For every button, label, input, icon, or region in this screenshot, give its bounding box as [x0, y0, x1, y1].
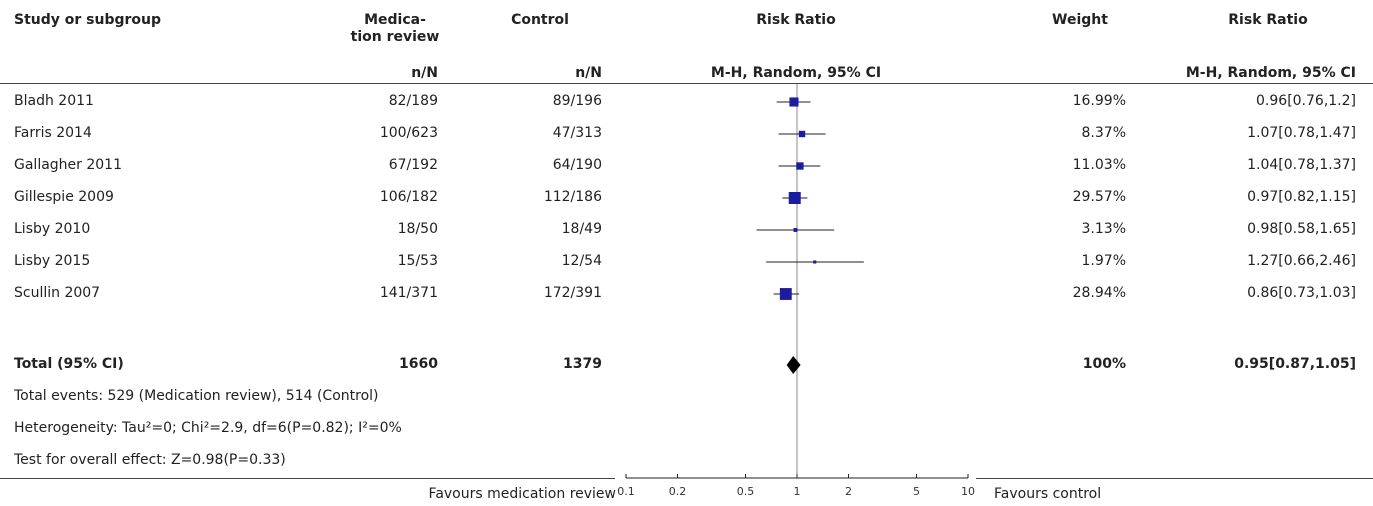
footer-rule-right — [976, 478, 1373, 479]
footnote-total-events: Total events: 529 (Medication review), 5… — [14, 388, 379, 404]
study-ctrl: 172/391 — [543, 285, 602, 301]
study-rr: 0.98[0.58,1.65] — [1247, 221, 1356, 237]
x-tick-label: 5 — [913, 485, 920, 498]
study-weight: 16.99% — [1072, 93, 1126, 109]
total-exp: 1660 — [399, 356, 438, 372]
study-exp: 82/189 — [388, 93, 438, 109]
header-medication-review: Medica- tion review — [350, 12, 440, 45]
x-tick-label: 0.5 — [737, 485, 755, 498]
study-weight: 28.94% — [1072, 285, 1126, 301]
study-rr: 0.86[0.73,1.03] — [1247, 285, 1356, 301]
study-marker — [813, 260, 817, 264]
study-weight: 8.37% — [1081, 125, 1126, 141]
study-exp: 15/53 — [397, 253, 438, 269]
study-exp: 100/623 — [379, 125, 438, 141]
header-control: Control — [511, 12, 569, 28]
study-name: Farris 2014 — [14, 125, 92, 141]
subheader-plot-method: M-H, Random, 95% CI — [710, 65, 882, 81]
subheader-rr-method: M-H, Random, 95% CI — [1185, 65, 1356, 81]
study-marker — [779, 288, 792, 300]
header-rule — [0, 83, 1373, 84]
study-ctrl: 64/190 — [552, 157, 602, 173]
study-marker — [788, 192, 801, 204]
study-rr: 1.27[0.66,2.46] — [1247, 253, 1356, 269]
x-tick-label: 0.2 — [669, 485, 687, 498]
study-exp: 106/182 — [379, 189, 438, 205]
study-rr: 1.07[0.78,1.47] — [1247, 125, 1356, 141]
study-rr: 0.96[0.76,1.2] — [1256, 93, 1356, 109]
study-name: Scullin 2007 — [14, 285, 101, 301]
study-ctrl: 112/186 — [543, 189, 602, 205]
total-weight: 100% — [1082, 356, 1126, 372]
subheader-exp-nN: n/N — [411, 65, 438, 81]
total-label: Total (95% CI) — [14, 356, 124, 372]
study-rr: 0.97[0.82,1.15] — [1247, 189, 1356, 205]
footnote-heterogeneity: Heterogeneity: Tau²=0; Chi²=2.9, df=6(P=… — [14, 420, 402, 436]
study-weight: 11.03% — [1072, 157, 1126, 173]
study-marker — [793, 228, 798, 232]
study-exp: 18/50 — [397, 221, 438, 237]
pooled-diamond — [786, 356, 801, 374]
study-weight: 1.97% — [1081, 253, 1126, 269]
study-name: Lisby 2010 — [14, 221, 91, 237]
total-ctrl: 1379 — [563, 356, 602, 372]
study-rr: 1.04[0.78,1.37] — [1247, 157, 1356, 173]
x-tick-label: 1 — [794, 485, 801, 498]
study-ctrl: 89/196 — [552, 93, 602, 109]
study-name: Gillespie 2009 — [14, 189, 114, 205]
total-rr: 0.95[0.87,1.05] — [1234, 356, 1356, 372]
study-weight: 3.13% — [1081, 221, 1126, 237]
header-risk-ratio-text: Risk Ratio — [1228, 12, 1308, 28]
study-name: Bladh 2011 — [14, 93, 94, 109]
favours-right-label: Favours control — [994, 486, 1102, 502]
study-ctrl: 47/313 — [552, 125, 602, 141]
favours-left-label: Favours medication review — [428, 486, 616, 502]
study-name: Gallagher 2011 — [14, 157, 122, 173]
study-ctrl: 12/54 — [561, 253, 602, 269]
subheader-ctrl-nN: n/N — [575, 65, 602, 81]
x-tick-label: 10 — [961, 485, 975, 498]
study-exp: 67/192 — [388, 157, 438, 173]
study-ctrl: 18/49 — [561, 221, 602, 237]
header-study: Study or subgroup — [14, 12, 162, 28]
study-marker — [789, 97, 799, 107]
study-marker — [796, 162, 804, 170]
study-weight: 29.57% — [1072, 189, 1126, 205]
footnote-overall-effect: Test for overall effect: Z=0.98(P=0.33) — [14, 452, 286, 468]
study-exp: 141/371 — [379, 285, 438, 301]
study-marker — [798, 130, 806, 138]
header-risk-ratio-plot: Risk Ratio — [756, 12, 836, 28]
x-tick-label: 0.1 — [617, 485, 635, 498]
x-tick-label: 2 — [845, 485, 852, 498]
study-name: Lisby 2015 — [14, 253, 91, 269]
header-weight: Weight — [1052, 12, 1108, 28]
footer-rule-left — [0, 478, 615, 479]
